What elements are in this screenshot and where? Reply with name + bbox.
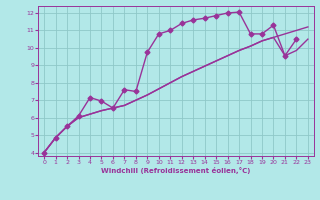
X-axis label: Windchill (Refroidissement éolien,°C): Windchill (Refroidissement éolien,°C) <box>101 167 251 174</box>
